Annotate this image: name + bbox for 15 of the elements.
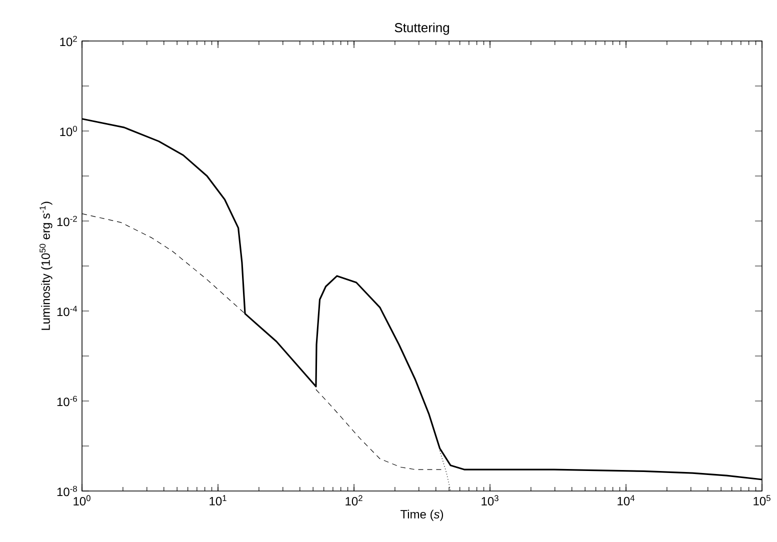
x-tick-label: 10$^{2}$ [346,495,362,506]
y-tick-label: 10$^{-8}$ [57,486,77,496]
y-tick-label: 10$^{-6}$ [57,396,77,406]
x-tick-label: 10$^{5}$ [754,495,770,506]
x-tick-label: 10$^{4}$ [618,495,635,506]
y-tick-label: 10$^{-4}$ [57,306,78,316]
x-tick-label: 10$^{3}$ [482,495,498,506]
y-axis-title: Luminosity (10$^{50}$ erg s$^{-1}$) [40,202,52,330]
chart-title: Stuttering [394,22,449,35]
x-tick-label: 10$^{0}$ [74,495,90,506]
x-axis-title: Time (s) [400,510,444,521]
x-tick-label: 10$^{1}$ [210,495,226,506]
y-tick-label: 10$^{0}$ [60,126,77,136]
y-tick-label: 10$^{2}$ [60,36,77,46]
y-tick-label: 10$^{-2}$ [57,216,77,226]
